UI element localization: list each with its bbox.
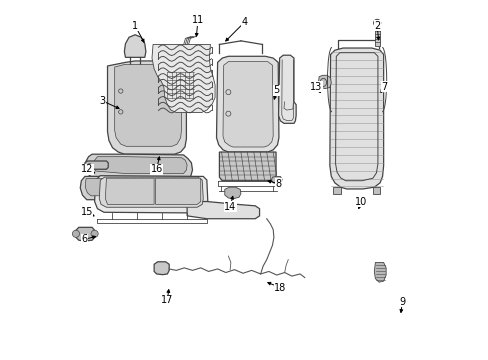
Polygon shape xyxy=(216,56,278,152)
Polygon shape xyxy=(124,35,145,57)
Text: 18: 18 xyxy=(274,283,286,293)
Polygon shape xyxy=(372,187,379,194)
Text: 11: 11 xyxy=(191,15,203,26)
Polygon shape xyxy=(318,75,330,89)
Text: 4: 4 xyxy=(241,17,247,27)
Text: 10: 10 xyxy=(354,197,366,207)
Polygon shape xyxy=(219,152,276,181)
Text: 9: 9 xyxy=(398,297,405,307)
Polygon shape xyxy=(155,178,201,204)
Circle shape xyxy=(91,230,98,237)
Text: 5: 5 xyxy=(273,85,279,95)
Text: 7: 7 xyxy=(381,82,386,92)
Text: 14: 14 xyxy=(224,202,236,212)
Text: 2: 2 xyxy=(373,21,380,31)
Polygon shape xyxy=(94,176,207,213)
Polygon shape xyxy=(373,262,386,282)
Circle shape xyxy=(72,230,80,237)
Polygon shape xyxy=(333,187,340,194)
Polygon shape xyxy=(85,161,108,169)
Polygon shape xyxy=(187,202,259,219)
Text: 8: 8 xyxy=(275,179,281,189)
Polygon shape xyxy=(329,48,383,189)
Polygon shape xyxy=(271,176,282,184)
Text: 16: 16 xyxy=(150,164,163,174)
Polygon shape xyxy=(152,44,215,113)
Polygon shape xyxy=(105,178,154,204)
Polygon shape xyxy=(224,187,241,199)
Text: 17: 17 xyxy=(161,295,173,305)
Text: 13: 13 xyxy=(309,82,322,92)
Polygon shape xyxy=(278,55,296,123)
Polygon shape xyxy=(154,262,169,275)
Circle shape xyxy=(88,163,91,167)
Text: 15: 15 xyxy=(81,207,93,217)
Polygon shape xyxy=(107,61,186,154)
Polygon shape xyxy=(374,24,379,45)
Polygon shape xyxy=(76,227,94,241)
Text: 3: 3 xyxy=(100,96,106,106)
Polygon shape xyxy=(80,176,122,200)
Text: 12: 12 xyxy=(81,164,93,174)
Polygon shape xyxy=(115,64,181,146)
Polygon shape xyxy=(85,179,119,196)
Polygon shape xyxy=(223,62,273,147)
Polygon shape xyxy=(86,154,192,180)
Text: 1: 1 xyxy=(132,21,138,31)
Polygon shape xyxy=(94,157,187,174)
Text: 6: 6 xyxy=(81,234,88,244)
Circle shape xyxy=(373,19,380,27)
Polygon shape xyxy=(99,177,203,207)
